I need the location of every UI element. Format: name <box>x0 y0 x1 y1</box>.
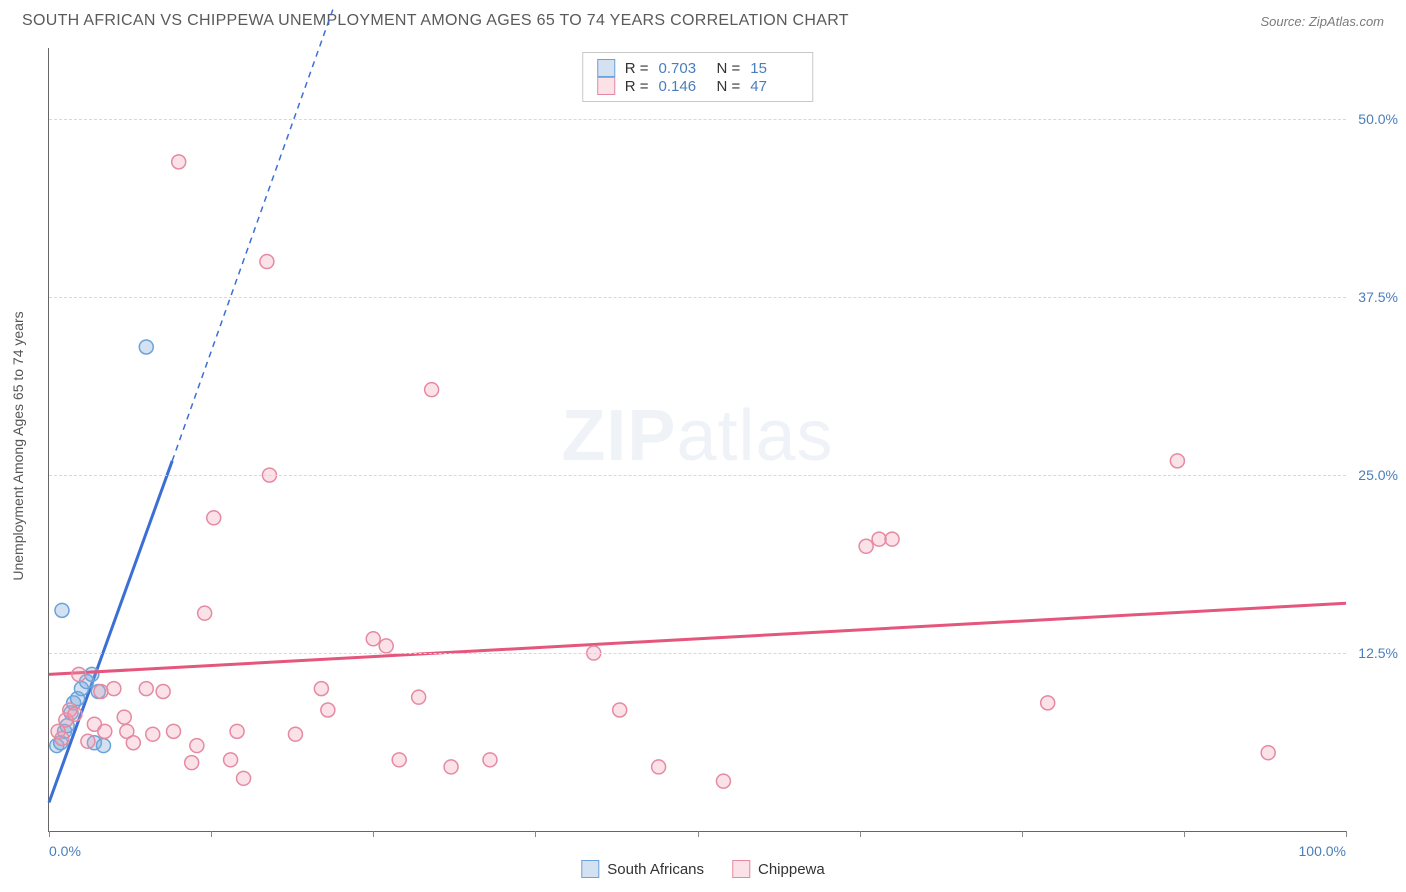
y-tick-label: 12.5% <box>1358 645 1398 661</box>
series-legend-item: Chippewa <box>732 860 825 878</box>
gridline <box>49 653 1346 654</box>
scatter-point <box>185 756 199 770</box>
gridline <box>49 119 1346 120</box>
gridline <box>49 297 1346 298</box>
scatter-point <box>483 753 497 767</box>
scatter-point <box>55 603 69 617</box>
scatter-point <box>146 727 160 741</box>
y-axis-title: Unemployment Among Ages 65 to 74 years <box>10 311 26 580</box>
scatter-point <box>859 539 873 553</box>
legend-swatch <box>581 860 599 878</box>
legend-n-value: 15 <box>750 60 798 77</box>
scatter-point <box>288 727 302 741</box>
scatter-point <box>425 383 439 397</box>
scatter-point <box>1261 746 1275 760</box>
scatter-point <box>885 532 899 546</box>
scatter-point <box>139 340 153 354</box>
legend-swatch <box>597 59 615 77</box>
scatter-point <box>314 682 328 696</box>
scatter-point <box>72 667 86 681</box>
series-name: Chippewa <box>758 861 825 878</box>
legend-n-value: 47 <box>750 78 798 95</box>
legend-r-label: R = <box>625 60 649 77</box>
scatter-point <box>117 710 131 724</box>
x-tick <box>860 831 861 837</box>
x-tick <box>698 831 699 837</box>
chart-plot-area: ZIPatlas R =0.703N =15R =0.146N =47 12.5… <box>48 48 1346 832</box>
scatter-point <box>1170 454 1184 468</box>
scatter-point <box>321 703 335 717</box>
scatter-point <box>412 690 426 704</box>
trend-line <box>49 461 172 803</box>
scatter-point <box>392 753 406 767</box>
x-tick <box>49 831 50 837</box>
y-tick-label: 50.0% <box>1358 111 1398 127</box>
scatter-point <box>126 736 140 750</box>
gridline <box>49 475 1346 476</box>
legend-swatch <box>597 77 615 95</box>
scatter-plot-svg <box>49 48 1346 831</box>
scatter-point <box>716 774 730 788</box>
scatter-point <box>98 724 112 738</box>
scatter-point <box>652 760 666 774</box>
scatter-point <box>444 760 458 774</box>
scatter-point <box>207 511 221 525</box>
legend-row: R = 0.703 N = 15 <box>597 59 799 77</box>
legend-row: R = 0.146 N = 47 <box>597 77 799 95</box>
y-tick-label: 37.5% <box>1358 289 1398 305</box>
scatter-point <box>156 684 170 698</box>
legend-r-value: 0.703 <box>659 60 707 77</box>
correlation-legend: R = 0.703 N = 15 R = 0.146 N = 47 <box>582 52 814 102</box>
scatter-point <box>167 724 181 738</box>
scatter-point <box>55 731 69 745</box>
scatter-point <box>81 734 95 748</box>
legend-swatch <box>732 860 750 878</box>
scatter-point <box>85 667 99 681</box>
trend-line-extrapolated <box>172 5 334 461</box>
scatter-point <box>96 739 110 753</box>
scatter-point <box>190 739 204 753</box>
x-tick-label: 100.0% <box>1299 843 1346 859</box>
scatter-point <box>94 684 108 698</box>
series-legend-item: South Africans <box>581 860 704 878</box>
x-tick <box>1346 831 1347 837</box>
x-tick <box>1184 831 1185 837</box>
series-legend: South Africans Chippewa <box>581 860 824 878</box>
series-name: South Africans <box>607 861 704 878</box>
x-tick-label: 0.0% <box>49 843 81 859</box>
scatter-point <box>230 724 244 738</box>
x-tick <box>373 831 374 837</box>
legend-n-label: N = <box>717 60 741 77</box>
scatter-point <box>1041 696 1055 710</box>
trend-line <box>49 603 1346 674</box>
scatter-point <box>237 771 251 785</box>
x-tick <box>211 831 212 837</box>
scatter-point <box>366 632 380 646</box>
scatter-point <box>139 682 153 696</box>
chart-title: SOUTH AFRICAN VS CHIPPEWA UNEMPLOYMENT A… <box>22 12 849 30</box>
y-tick-label: 25.0% <box>1358 467 1398 483</box>
legend-r-label: R = <box>625 78 649 95</box>
scatter-point <box>379 639 393 653</box>
scatter-point <box>198 606 212 620</box>
scatter-point <box>172 155 186 169</box>
legend-r-value: 0.146 <box>659 78 707 95</box>
scatter-point <box>107 682 121 696</box>
scatter-point <box>68 707 82 721</box>
source-attribution: Source: ZipAtlas.com <box>1260 14 1384 29</box>
legend-n-label: N = <box>717 78 741 95</box>
x-tick <box>535 831 536 837</box>
scatter-point <box>224 753 238 767</box>
scatter-point <box>613 703 627 717</box>
scatter-point <box>872 532 886 546</box>
x-tick <box>1022 831 1023 837</box>
scatter-point <box>260 255 274 269</box>
